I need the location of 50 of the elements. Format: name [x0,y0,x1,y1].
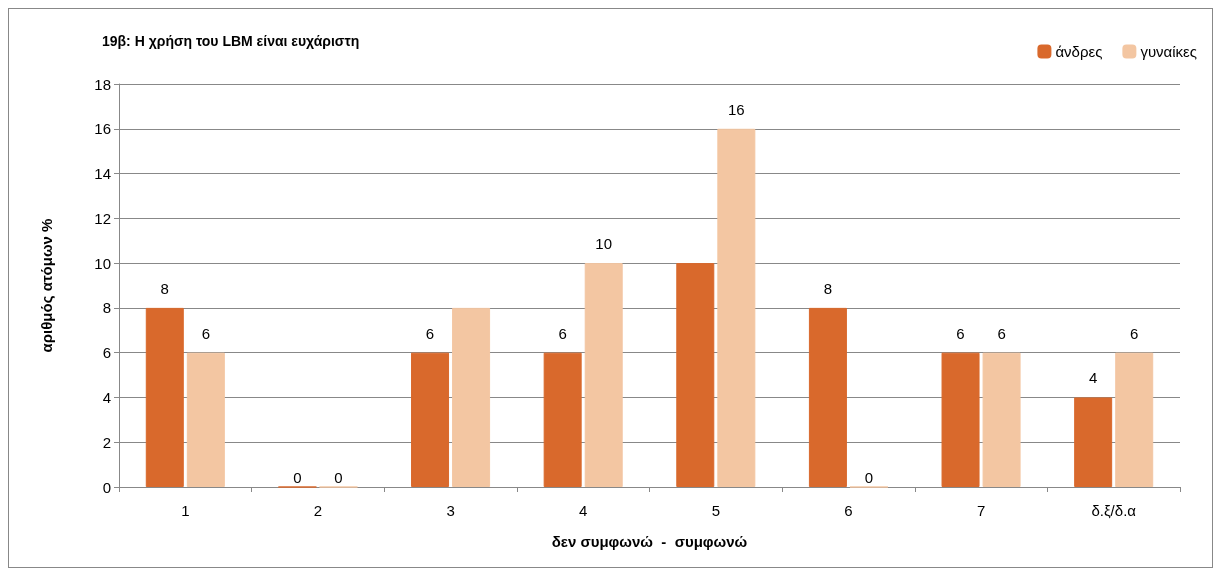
bar [1074,397,1113,487]
y-tick-label: 6 [102,344,111,362]
data-label: 6 [201,324,210,342]
chart-title: 19β: Η χρήση του LBM είναι ευχάριστη [102,33,360,49]
x-tick-label: 3 [446,502,455,519]
bar [982,352,1021,487]
data-label: 6 [956,324,965,342]
bar [411,352,450,487]
y-tick-label: 12 [94,209,111,227]
data-label: 6 [558,324,567,342]
y-tick-label: 18 [94,75,111,93]
data-label: 8 [160,279,169,297]
x-tick-label: 2 [313,502,323,519]
bar [452,307,491,487]
bar [717,128,756,487]
bar [543,352,582,487]
y-tick-label: 0 [102,478,111,496]
legend-label: άνδρες [1055,43,1103,60]
data-label: 6 [1130,324,1139,342]
x-tick-label: δ.ξ/δ.α [1091,502,1137,519]
y-tick-label: 10 [94,254,111,272]
x-tick-label: 4 [579,502,588,519]
y-tick-label: 16 [94,120,111,138]
x-tick-label: 5 [711,502,720,519]
data-label: 0 [334,468,343,486]
data-label: 0 [864,468,874,486]
y-axis-title: αριθμός ατόμων % [38,218,55,353]
x-tick-label: 1 [181,502,190,519]
data-label: 16 [727,100,745,118]
y-tick-label: 4 [102,388,111,406]
data-label: 6 [425,324,435,342]
y-tick-label: 14 [94,165,111,183]
legend-label: γυναίκες [1140,43,1197,60]
bar [1115,352,1154,487]
bar [584,263,623,487]
data-label: 10 [595,235,613,253]
data-label: 6 [997,324,1006,342]
data-label: 0 [293,468,302,486]
bar [145,307,184,487]
data-label: 8 [823,279,833,297]
x-tick-label: 7 [976,502,986,519]
y-tick-label: 2 [102,433,111,451]
data-label: 4 [1089,369,1098,387]
x-tick-label: 6 [844,502,853,519]
bar [941,352,980,487]
bar [676,263,715,487]
bar [808,307,847,487]
bar [186,352,225,487]
x-axis-title: δεν συμφωνώ - συμφωνώ [551,533,748,550]
y-tick-label: 8 [102,299,111,317]
